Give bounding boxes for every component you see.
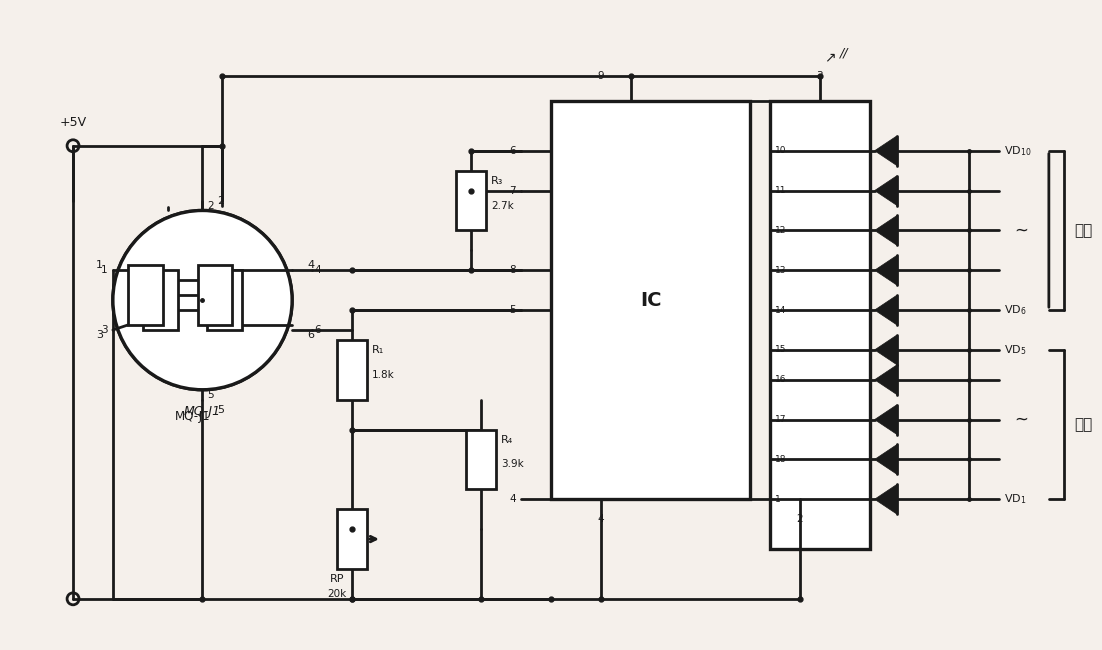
Text: R₄: R₄	[501, 434, 514, 445]
Text: 4: 4	[307, 260, 314, 270]
Text: VD$_1$: VD$_1$	[1004, 492, 1027, 506]
Polygon shape	[875, 484, 897, 514]
Text: 4: 4	[597, 514, 604, 524]
Text: 8: 8	[509, 265, 516, 275]
Text: 2: 2	[217, 196, 225, 205]
Bar	[551, 101, 750, 499]
Text: 6: 6	[307, 330, 314, 340]
Circle shape	[112, 211, 292, 390]
Text: 5: 5	[509, 305, 516, 315]
Text: +5V: +5V	[60, 116, 87, 129]
Text: 6: 6	[509, 146, 516, 156]
Text: 12: 12	[775, 226, 787, 235]
Polygon shape	[875, 176, 897, 205]
Bar	[456, 171, 486, 230]
Text: 2.7k: 2.7k	[491, 200, 514, 211]
Polygon shape	[875, 215, 897, 245]
Text: 3: 3	[101, 325, 108, 335]
Text: ~: ~	[1014, 222, 1028, 239]
Bar	[770, 101, 869, 549]
Text: 3: 3	[96, 330, 102, 340]
Text: IC: IC	[640, 291, 661, 309]
Text: VD$_6$: VD$_6$	[1004, 303, 1027, 317]
Text: RP: RP	[329, 574, 344, 584]
Polygon shape	[875, 255, 897, 285]
Text: 15: 15	[775, 345, 787, 354]
Text: 1: 1	[101, 265, 108, 275]
Text: 2: 2	[797, 514, 803, 524]
Text: R₁: R₁	[371, 345, 383, 355]
Text: 10: 10	[775, 146, 787, 155]
Text: MQ-J1: MQ-J1	[175, 410, 210, 422]
Circle shape	[112, 211, 292, 390]
Text: 6: 6	[314, 325, 321, 335]
Text: 4: 4	[509, 494, 516, 504]
Text: 红色: 红色	[1073, 223, 1092, 238]
Text: 7: 7	[509, 186, 516, 196]
Text: VD$_5$: VD$_5$	[1004, 343, 1027, 357]
Text: 16: 16	[775, 375, 787, 384]
Text: ↗: ↗	[824, 50, 835, 64]
Polygon shape	[875, 365, 897, 395]
Text: 4: 4	[314, 265, 321, 275]
Text: 14: 14	[775, 306, 787, 315]
Polygon shape	[875, 136, 897, 166]
Text: 1.8k: 1.8k	[371, 370, 395, 380]
Text: ~: ~	[1014, 411, 1028, 428]
Text: MQ-J1: MQ-J1	[184, 405, 222, 418]
Polygon shape	[875, 295, 897, 325]
Bar	[143, 270, 177, 330]
Polygon shape	[875, 445, 897, 474]
Text: 绿色: 绿色	[1073, 417, 1092, 432]
Bar	[337, 509, 367, 569]
Text: 9: 9	[597, 71, 604, 81]
Bar	[337, 340, 367, 400]
Text: //: //	[840, 46, 849, 59]
Text: 13: 13	[775, 266, 787, 275]
Text: R₃: R₃	[491, 176, 504, 186]
Bar	[466, 430, 496, 489]
Polygon shape	[875, 335, 897, 365]
Bar	[197, 265, 233, 325]
Text: 5: 5	[217, 405, 225, 415]
Text: 3: 3	[817, 71, 823, 81]
Text: 17: 17	[775, 415, 787, 424]
Text: 18: 18	[775, 455, 787, 464]
Text: 1: 1	[96, 260, 102, 270]
Bar	[207, 270, 242, 330]
Text: 20k: 20k	[327, 589, 346, 599]
Polygon shape	[875, 405, 897, 435]
Text: 5: 5	[207, 390, 214, 400]
Text: 2: 2	[207, 200, 214, 211]
Text: 11: 11	[775, 186, 787, 195]
Bar	[128, 265, 163, 325]
Text: VD$_{10}$: VD$_{10}$	[1004, 144, 1031, 158]
Text: 1: 1	[775, 495, 781, 504]
Text: 3.9k: 3.9k	[501, 460, 523, 469]
